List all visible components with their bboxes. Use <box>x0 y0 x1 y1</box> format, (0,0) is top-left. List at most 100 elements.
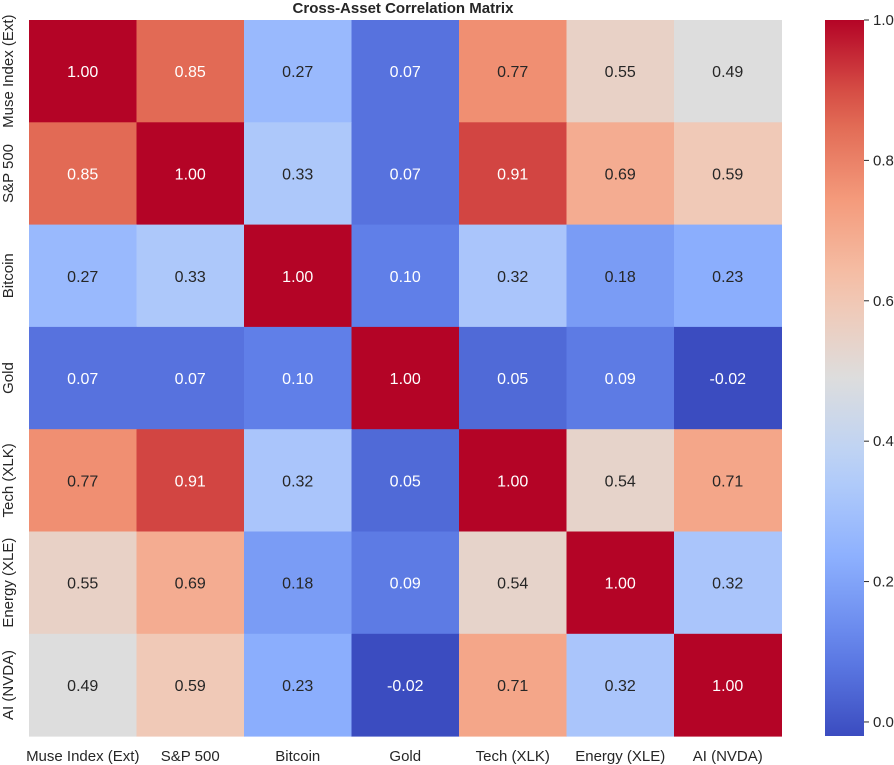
cell-value-label: 0.59 <box>712 166 743 183</box>
y-tick-label: Muse Index (Ext) <box>0 14 17 127</box>
cell-value-label: 1.00 <box>175 166 206 183</box>
cell-value-label: 0.91 <box>497 166 528 183</box>
cell-value-label: 1.00 <box>605 576 636 593</box>
x-tick-label: Gold <box>389 748 421 765</box>
cell-value-label: 0.85 <box>175 64 206 81</box>
heatmap-cell <box>674 122 782 226</box>
heatmap-cell <box>244 20 352 123</box>
cell-value-label: 0.71 <box>712 473 743 490</box>
cell-value-label: 0.32 <box>497 269 528 286</box>
heatmap-cell <box>674 326 782 430</box>
cell-value-label: 0.77 <box>497 64 528 81</box>
cell-value-label: -0.02 <box>710 371 747 388</box>
cell-value-label: 0.10 <box>390 269 421 286</box>
cell-value-label: 0.54 <box>605 473 636 490</box>
cell-value-label: 1.00 <box>390 371 421 388</box>
heatmap-cell <box>29 531 137 635</box>
heatmap-cell <box>244 429 352 532</box>
heatmap-cell <box>459 20 567 123</box>
heatmap-cell <box>136 20 245 123</box>
heatmap-cell <box>244 224 352 328</box>
colorbar-tick-label: 0.4 <box>873 433 894 450</box>
x-tick-label: Muse Index (Ext) <box>26 748 139 765</box>
colorbar-tick-label: 0.2 <box>873 574 894 591</box>
heatmap-cell <box>566 122 675 226</box>
heatmap-cell <box>136 633 245 737</box>
y-tick-label: Bitcoin <box>0 253 17 298</box>
cell-value-label: 0.23 <box>712 269 743 286</box>
heatmap-cell <box>244 531 352 635</box>
heatmap-cell <box>29 326 137 430</box>
cell-value-label: 0.33 <box>175 269 206 286</box>
heatmap-cell <box>351 20 460 123</box>
heatmap-cell <box>136 224 245 328</box>
heatmap-cell <box>351 224 460 328</box>
cell-value-label: 0.49 <box>67 678 98 695</box>
heatmap-cell <box>566 224 675 328</box>
heatmap-cell <box>351 531 460 635</box>
heatmap-cell <box>136 122 245 226</box>
cell-value-label: 0.49 <box>712 64 743 81</box>
heatmap-cells: 1.00 0.85 0.27 0.07 0.77 0.55 0.49 0.85 1.00 0.33… <box>29 20 782 737</box>
x-tick-label: Tech (XLK) <box>476 748 550 765</box>
colorbar: 0.0 0.2 0.4 0.6 0.8 1.0 <box>825 12 894 736</box>
heatmap-cell <box>351 326 460 430</box>
cell-value-label: 0.05 <box>390 473 421 490</box>
cell-value-label: 0.07 <box>175 371 206 388</box>
cell-value-label: 0.69 <box>175 576 206 593</box>
cell-value-label: 0.91 <box>175 473 206 490</box>
cell-value-label: 0.32 <box>712 576 743 593</box>
cell-value-label: -0.02 <box>387 678 424 695</box>
cell-value-label: 0.09 <box>605 371 636 388</box>
heatmap-cell <box>136 429 245 532</box>
cell-value-label: 0.32 <box>282 473 313 490</box>
heatmap-cell <box>244 633 352 737</box>
heatmap-cell <box>459 531 567 635</box>
colorbar-tick-label: 0.6 <box>873 293 894 310</box>
heatmap-cell <box>674 633 782 737</box>
cell-value-label: 0.85 <box>67 166 98 183</box>
heatmap-cell <box>136 326 245 430</box>
cell-value-label: 0.05 <box>497 371 528 388</box>
heatmap-cell <box>136 531 245 635</box>
heatmap-cell <box>29 20 137 123</box>
cell-value-label: 0.10 <box>282 371 313 388</box>
heatmap-cell <box>29 429 137 532</box>
cell-value-label: 0.55 <box>605 64 636 81</box>
y-axis-tick-labels: Muse Index (Ext) S&P 500 Bitcoin Gold Tech (… <box>0 14 17 719</box>
cell-value-label: 1.00 <box>67 64 98 81</box>
cell-value-label: 0.27 <box>282 64 313 81</box>
cell-value-label: 0.18 <box>282 576 313 593</box>
cell-value-label: 0.71 <box>497 678 528 695</box>
heatmap-cell <box>566 633 675 737</box>
cell-value-label: 1.00 <box>712 678 743 695</box>
cell-value-label: 0.32 <box>605 678 636 695</box>
y-tick-label: Energy (XLE) <box>0 538 17 628</box>
heatmap-cell <box>566 531 675 635</box>
cell-value-label: 0.54 <box>497 576 528 593</box>
x-tick-label: Bitcoin <box>275 748 320 765</box>
cell-value-label: 0.77 <box>67 473 98 490</box>
cell-value-label: 0.09 <box>390 576 421 593</box>
x-tick-label: S&P 500 <box>161 748 220 765</box>
heatmap-cell <box>566 20 675 123</box>
y-tick-label: Gold <box>0 362 17 394</box>
cell-value-label: 0.55 <box>67 576 98 593</box>
x-tick-label: AI (NVDA) <box>693 748 763 765</box>
heatmap-cell <box>674 429 782 532</box>
cell-value-label: 0.23 <box>282 678 313 695</box>
cell-value-label: 1.00 <box>497 473 528 490</box>
cell-value-label: 0.07 <box>390 166 421 183</box>
cell-value-label: 0.18 <box>605 269 636 286</box>
y-tick-label: Tech (XLK) <box>0 443 17 517</box>
heatmap-cell <box>459 429 567 532</box>
heatmap-cell <box>244 326 352 430</box>
cell-value-label: 0.07 <box>390 64 421 81</box>
heatmap-cell <box>459 122 567 226</box>
heatmap-cell <box>351 633 460 737</box>
cell-value-label: 1.00 <box>282 269 313 286</box>
heatmap-cell <box>244 122 352 226</box>
cell-value-label: 0.59 <box>175 678 206 695</box>
cell-value-label: 0.69 <box>605 166 636 183</box>
